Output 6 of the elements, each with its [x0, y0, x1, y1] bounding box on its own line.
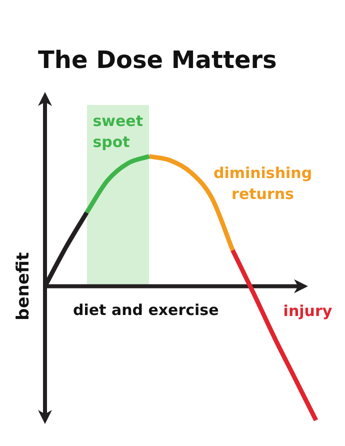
x-axis-title: diet and exercise — [73, 300, 219, 319]
series-label: sweet spot — [92, 112, 144, 151]
chart-title: The Dose Matters — [38, 46, 277, 74]
series-label: diminishing returns — [213, 164, 312, 203]
series-label: injury — [283, 302, 332, 320]
y-axis-title: benefit — [13, 252, 34, 320]
